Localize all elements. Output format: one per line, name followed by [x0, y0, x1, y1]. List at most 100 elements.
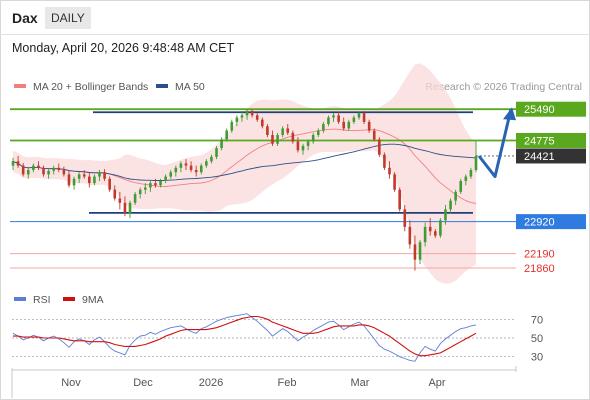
candle-body [428, 226, 432, 232]
candle-body [444, 209, 447, 221]
candle-body [98, 172, 101, 177]
candle-body [393, 174, 396, 190]
candle-body [408, 226, 412, 245]
candle-body [372, 130, 376, 140]
candle-body [296, 141, 300, 151]
candle-body [403, 209, 407, 227]
candle-body [255, 115, 259, 120]
candle-body [189, 165, 193, 170]
candle-body [215, 148, 218, 157]
candle-body [149, 183, 152, 188]
candle-body [266, 126, 269, 135]
candle-body [205, 161, 208, 166]
candle-body [464, 176, 468, 181]
x-tick-label: Dec [133, 377, 153, 389]
candle-body [52, 167, 56, 171]
candle-body [342, 121, 346, 129]
candle-body [378, 139, 381, 155]
forecast-arrowhead [503, 107, 516, 121]
candle-body [230, 121, 234, 131]
candle-body [449, 200, 452, 210]
candle-body [118, 198, 122, 203]
support-label: 22920 [524, 217, 555, 229]
candle-body [77, 174, 81, 179]
x-tick-label: Feb [278, 377, 297, 389]
candle-body [306, 141, 310, 146]
resistance-label-box [516, 101, 586, 117]
candle-body [199, 165, 203, 173]
candle-body [362, 113, 366, 122]
candle-body [311, 135, 315, 142]
candle-body [154, 183, 157, 186]
candle-body [423, 226, 427, 243]
candle-body [42, 167, 45, 175]
candle-body [210, 156, 213, 162]
candle-body [184, 163, 188, 166]
candle-body [261, 119, 264, 127]
candle-body [322, 124, 325, 131]
candle-body [194, 170, 198, 173]
candle-body [301, 145, 305, 151]
candle-body [21, 165, 25, 175]
candle-body [439, 220, 442, 236]
candle-body [88, 176, 91, 184]
candle-body [413, 244, 417, 260]
candle-body [133, 194, 137, 203]
candle-body [454, 191, 457, 201]
candle-body [72, 178, 76, 186]
support-label: 21860 [524, 263, 555, 275]
resistance-label: 25490 [524, 104, 555, 116]
candle-body [32, 165, 35, 170]
candle-body [281, 128, 284, 135]
support-label: 22190 [524, 249, 555, 261]
candle-body [11, 161, 15, 166]
candle-body [337, 115, 340, 122]
x-tick-label: 2026 [199, 377, 223, 389]
candle-body [57, 167, 61, 170]
last-price-box [516, 148, 586, 164]
rsi-tick-label: 50 [531, 333, 543, 345]
resistance-label-box [516, 132, 586, 148]
header-bar: Dax DAILY [0, 0, 590, 35]
candle-body [352, 117, 356, 122]
candle-body [174, 167, 178, 173]
x-tick-label: Apr [428, 377, 445, 389]
candle-body [169, 172, 173, 177]
candle-body [164, 176, 167, 181]
rsi-ma-line [13, 315, 477, 357]
candle-body [291, 132, 295, 142]
period-badge[interactable]: DAILY [45, 7, 91, 29]
candle-body [271, 135, 274, 144]
candle-body [250, 110, 254, 116]
candle-body [123, 202, 127, 214]
candle-body [159, 180, 162, 186]
candle-body [332, 115, 335, 118]
symbol-title: Dax [12, 10, 38, 26]
candle-body [316, 130, 320, 135]
ma50-legend-label: MA 50 [175, 81, 205, 93]
rsi-tick-label: 70 [531, 314, 543, 326]
candle-body [26, 170, 30, 175]
ma9-legend-label: 9MA [82, 294, 104, 306]
candle-body [327, 117, 330, 125]
x-tick-label: Nov [61, 377, 81, 389]
candle-body [62, 170, 66, 175]
rsi-line [12, 313, 477, 362]
candle-body [108, 178, 111, 190]
support-label-box [516, 214, 586, 230]
forecast-arrow [477, 108, 513, 179]
candle-body [16, 161, 20, 166]
candle-body [179, 163, 183, 168]
credit-label: Research © 2026 Trading Central [425, 81, 582, 93]
candle-body [93, 176, 96, 184]
last-price-label: 24421 [524, 151, 555, 163]
bb-legend-label: MA 20 + Bollinger Bands [33, 81, 148, 93]
candle-body [235, 117, 239, 122]
candle-body [240, 115, 244, 118]
candle-body [383, 154, 386, 168]
candle-body [469, 170, 473, 177]
rsi-tick-label: 30 [531, 352, 543, 364]
candle-body [82, 174, 86, 177]
candle-body [113, 189, 117, 199]
candle-body [418, 242, 422, 260]
